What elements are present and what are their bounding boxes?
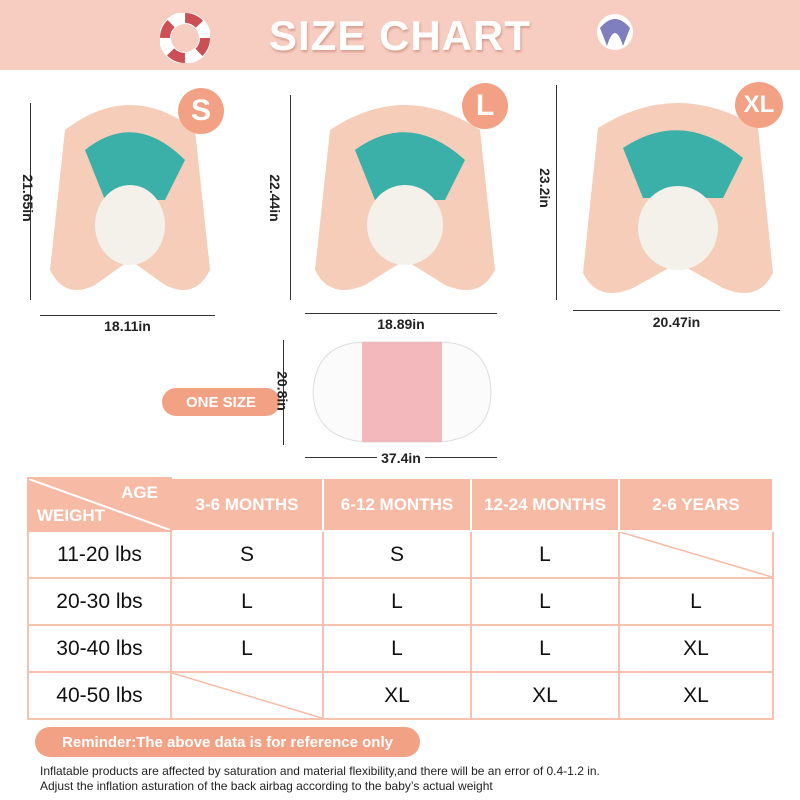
dimension-line <box>283 340 284 445</box>
dimension-line <box>573 310 780 311</box>
size-badge-l: L <box>462 83 508 129</box>
dimension-line <box>556 85 557 300</box>
life-ring-icon <box>160 13 210 63</box>
table-header-row: AGE WEIGHT 3-6 MONTHS 6-12 MONTHS 12-24 … <box>27 477 774 532</box>
size-cell: L <box>618 577 774 626</box>
dimension-line <box>30 103 31 300</box>
empty-cell <box>170 671 324 720</box>
size-badge-xl: XL <box>735 82 783 128</box>
column-header: 3-6 MONTHS <box>170 477 324 532</box>
width-text: 37.4in <box>377 450 425 466</box>
page-title: SIZE CHART <box>269 12 531 59</box>
size-cell: L <box>322 577 472 626</box>
width-label-l: 18.89in <box>377 316 425 332</box>
header-banner <box>0 0 800 70</box>
size-cell: L <box>322 624 472 673</box>
size-cell: XL <box>618 624 774 673</box>
size-cell: L <box>170 577 324 626</box>
dimension-line <box>305 313 497 314</box>
width-label-backrest: 37.4in <box>305 450 497 466</box>
table-row: 11-20 lbs S S L <box>27 530 774 579</box>
age-label: AGE <box>121 483 158 502</box>
float-image-xl <box>583 103 773 293</box>
note-line: Adjust the inflation asturation of the b… <box>40 779 493 793</box>
width-label-xl: 20.47in <box>652 314 701 330</box>
corner-cell: AGE WEIGHT <box>27 477 172 532</box>
height-label-l: 22.44in <box>267 174 283 222</box>
one-size-label: ONE SIZE <box>162 388 280 416</box>
height-label-backrest: 20.8in <box>274 371 291 411</box>
column-header: 6-12 MONTHS <box>322 477 472 532</box>
weight-cell: 40-50 lbs <box>27 671 172 720</box>
column-header: 12-24 MONTHS <box>470 477 620 532</box>
weight-cell: 20-30 lbs <box>27 577 172 626</box>
table-row: 40-50 lbs XL XL XL <box>27 671 774 720</box>
height-label-xl: 23.2in <box>537 168 553 208</box>
reminder-banner: Reminder:The above data is for reference… <box>35 727 420 757</box>
height-label-s: 21.65in <box>20 174 36 222</box>
float-image-l <box>315 105 495 290</box>
weight-label: WEIGHT <box>37 506 105 525</box>
column-header: 2-6 YEARS <box>618 477 774 532</box>
size-table: AGE WEIGHT 3-6 MONTHS 6-12 MONTHS 12-24 … <box>27 477 774 720</box>
table-row: 30-40 lbs L L L XL <box>27 624 774 673</box>
size-cell: L <box>470 577 620 626</box>
width-label-s: 18.11in <box>104 318 151 334</box>
weight-cell: 30-40 lbs <box>27 624 172 673</box>
size-badge-s: S <box>178 88 224 134</box>
empty-cell <box>618 530 774 579</box>
dimension-line <box>290 95 291 300</box>
size-cell: L <box>470 530 620 579</box>
size-cell: L <box>170 624 324 673</box>
size-cell: S <box>170 530 324 579</box>
note-line: Inflatable products are affected by satu… <box>40 764 600 778</box>
float-image-s <box>50 105 210 290</box>
size-cell: XL <box>618 671 774 720</box>
beach-ball-icon <box>597 14 633 50</box>
weight-cell: 11-20 lbs <box>27 530 172 579</box>
table-row: 20-30 lbs L L L L <box>27 577 774 626</box>
size-cell: XL <box>470 671 620 720</box>
size-cell: XL <box>322 671 472 720</box>
backrest-image <box>312 341 492 443</box>
size-cell: L <box>470 624 620 673</box>
size-cell: S <box>322 530 472 579</box>
dimension-line <box>40 315 215 316</box>
